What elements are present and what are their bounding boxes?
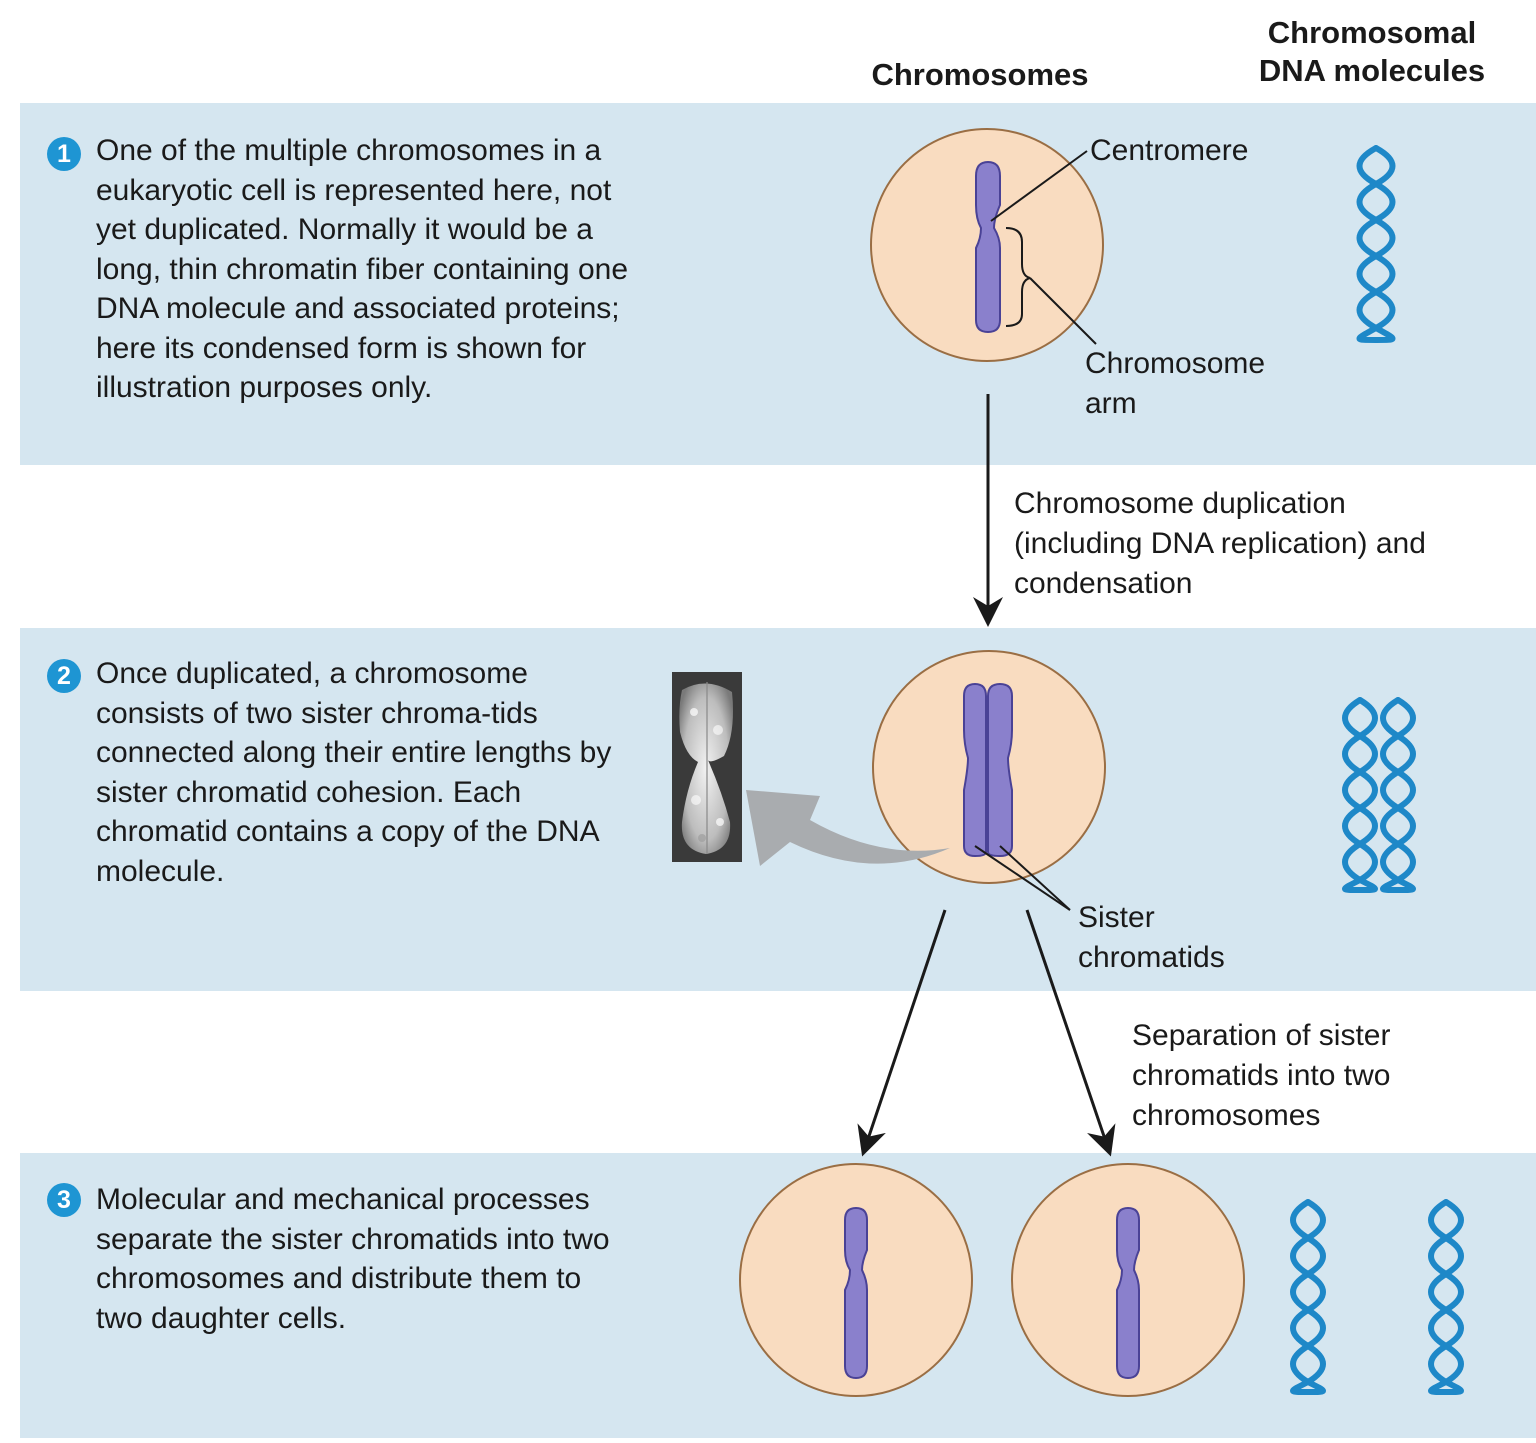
step-3-text: Molecular and mechanical processes separ… — [96, 1183, 610, 1335]
gray-curved-arrow — [746, 790, 950, 866]
dna-helix-pair — [1342, 697, 1416, 893]
duplication-caption: Chromosome duplication (including DNA re… — [1014, 487, 1426, 600]
separation-caption: Separation of sister chromatids into two… — [1132, 1019, 1391, 1132]
header-chromosomes: Chromosomes — [871, 57, 1089, 92]
step-2-badge: 2 — [47, 659, 81, 693]
step-1-band — [20, 103, 1536, 465]
step-2-text: Once duplicated, a chromosome consists o… — [96, 657, 612, 888]
step-3-badge: 3 — [47, 1183, 81, 1217]
separation-arrow-left — [857, 909, 947, 1157]
daughter-chromosome-right — [1116, 1206, 1140, 1380]
sister-pointer-1 — [974, 845, 1071, 911]
chromosome-arm-label: Chromosome arm — [1085, 347, 1266, 420]
sister-pointer-2 — [999, 845, 1071, 911]
header-dna-molecules: Chromosomal DNA molecules — [1258, 15, 1486, 88]
step-1-text: One of the multiple chromosomes in a euk… — [96, 134, 629, 404]
dna-helix-single — [1356, 145, 1396, 343]
chromosome-unduplicated — [975, 160, 1001, 334]
centromere-label: Centromere — [1090, 134, 1249, 167]
dna-helix-daughter-right — [1428, 1199, 1464, 1395]
step-1-badge: 1 — [47, 137, 81, 171]
separation-arrow-right — [1025, 909, 1116, 1157]
arm-pointer — [1029, 277, 1097, 345]
dna-helix-daughter-left — [1290, 1199, 1326, 1395]
chromosome-micrograph — [672, 672, 742, 862]
micrograph-icon — [672, 672, 742, 862]
sister-chromatids-label: Sister chromatids — [1078, 901, 1225, 974]
duplicated-chromosome — [963, 682, 1013, 858]
daughter-chromosome-left — [844, 1206, 868, 1380]
centromere-pointer — [990, 150, 1088, 222]
